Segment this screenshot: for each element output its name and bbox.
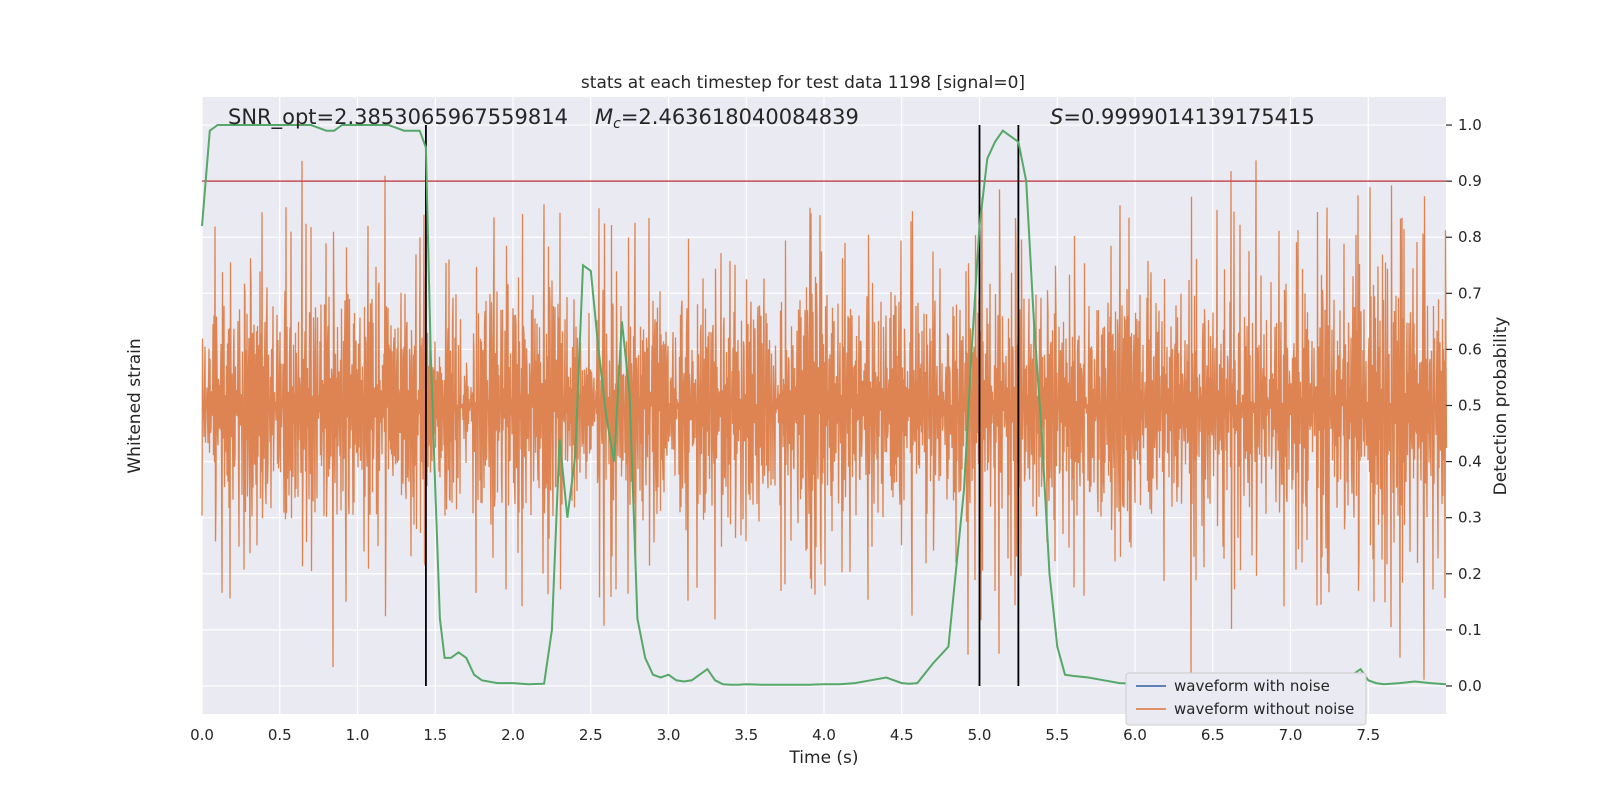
mc-value: =2.463618040084839: [621, 105, 859, 129]
legend: waveform with noise waveform without noi…: [1125, 672, 1367, 726]
y-tick-label: 0.4: [1458, 453, 1482, 471]
y-tick-label: 0.6: [1458, 340, 1482, 358]
x-tick-label: 2.5: [579, 726, 603, 744]
axis-ticks: 0.0 0.5 1.0 1.5 2.0 2.5 3.0 3.5 4.0 4.5 5.0 5.5 6.0 6…: [190, 116, 1482, 744]
y-tick-label: 1.0: [1458, 116, 1482, 134]
x-tick-label: 4.5: [890, 726, 914, 744]
x-tick-label: 3.5: [734, 726, 758, 744]
x-tick-label: 4.0: [812, 726, 836, 744]
x-tick-label: 3.0: [657, 726, 681, 744]
chart-title: stats at each timestep for test data 119…: [581, 73, 1025, 93]
y-tick-label: 0.8: [1458, 228, 1482, 246]
s-value: =0.9999014139175415: [1063, 105, 1314, 129]
x-axis-label: Time (s): [788, 748, 858, 768]
mc-symbol: M: [595, 105, 613, 129]
y-tick-label: 0.0: [1458, 677, 1482, 695]
noise-waveform-line: [201, 160, 1448, 681]
legend-label-with-noise: waveform with noise: [1174, 677, 1330, 695]
x-tick-label: 6.0: [1123, 726, 1147, 744]
x-tick-label: 5.5: [1045, 726, 1069, 744]
mc-subscript: c: [613, 116, 621, 132]
x-tick-label: 7.5: [1356, 726, 1380, 744]
x-tick-label: 7.0: [1279, 726, 1303, 744]
x-tick-label: 2.0: [501, 726, 525, 744]
y-tick-label: 0.9: [1458, 172, 1482, 190]
legend-label-without-noise: waveform without noise: [1174, 700, 1354, 718]
y-tick-label: 0.1: [1458, 621, 1482, 639]
x-tick-label: 6.5: [1201, 726, 1225, 744]
x-tick-label: 1.0: [346, 726, 370, 744]
y-tick-label: 0.3: [1458, 509, 1482, 527]
left-y-axis-label: Whitened strain: [125, 338, 145, 473]
x-tick-label: 0.0: [190, 726, 214, 744]
y-tick-label: 0.7: [1458, 284, 1482, 302]
x-tick-label: 5.0: [968, 726, 992, 744]
s-symbol: S: [1050, 105, 1063, 129]
y-tick-label: 0.5: [1458, 397, 1482, 415]
x-tick-label: 1.5: [423, 726, 447, 744]
right-y-axis-label: Detection probability: [1491, 317, 1511, 496]
s-annotation: S=0.9999014139175415: [1050, 105, 1315, 129]
snr-annotation: SNR_opt=2.3853065967559814: [228, 105, 568, 130]
y-tick-label: 0.2: [1458, 565, 1482, 583]
chirp-mass-annotation: Mc=2.463618040084839: [595, 105, 859, 132]
legend-box: [1125, 672, 1367, 726]
x-tick-label: 0.5: [268, 726, 292, 744]
waveform-without-noise-series: [201, 160, 1448, 681]
